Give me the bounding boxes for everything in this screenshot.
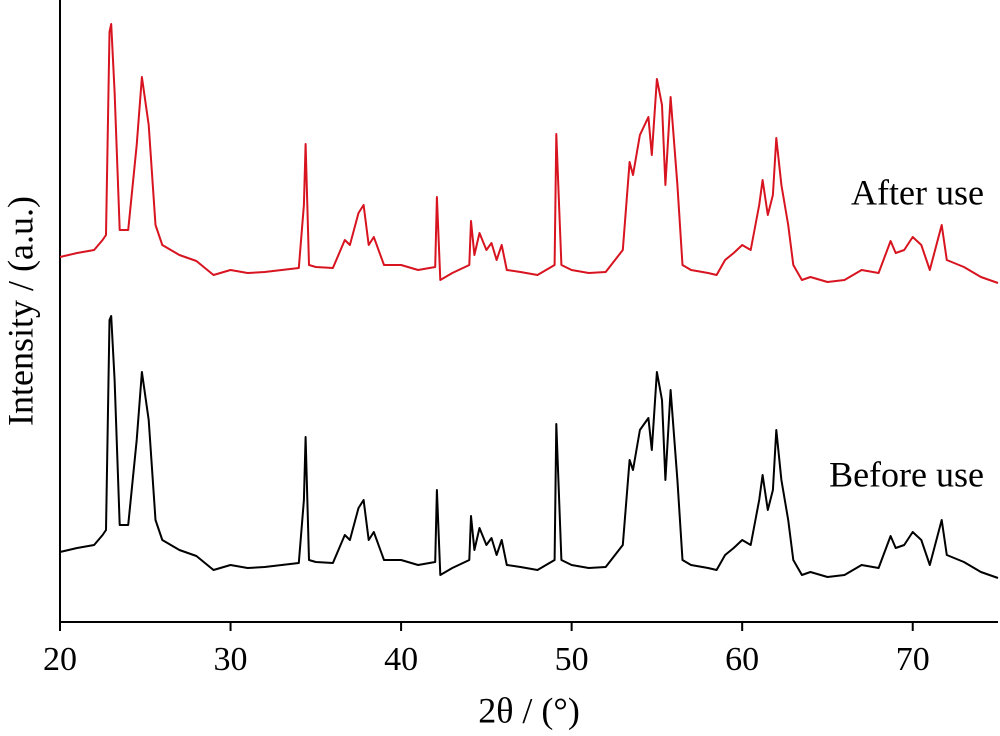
x-tick-label: 70 xyxy=(896,641,930,678)
data-line xyxy=(59,23,999,284)
x-tick-label: 60 xyxy=(725,641,759,678)
x-tick-label: 40 xyxy=(384,641,418,678)
data-line xyxy=(59,315,999,579)
annotation: After use xyxy=(851,172,984,212)
x-tick-label: 20 xyxy=(43,641,77,678)
x-tick-label: 30 xyxy=(214,641,248,678)
y-axis-title: Intensity / (a.u.) xyxy=(0,196,40,426)
x-axis-title: 2θ / (°) xyxy=(478,690,580,730)
x-tick-label: 50 xyxy=(555,641,589,678)
annotation: Before use xyxy=(829,454,984,494)
